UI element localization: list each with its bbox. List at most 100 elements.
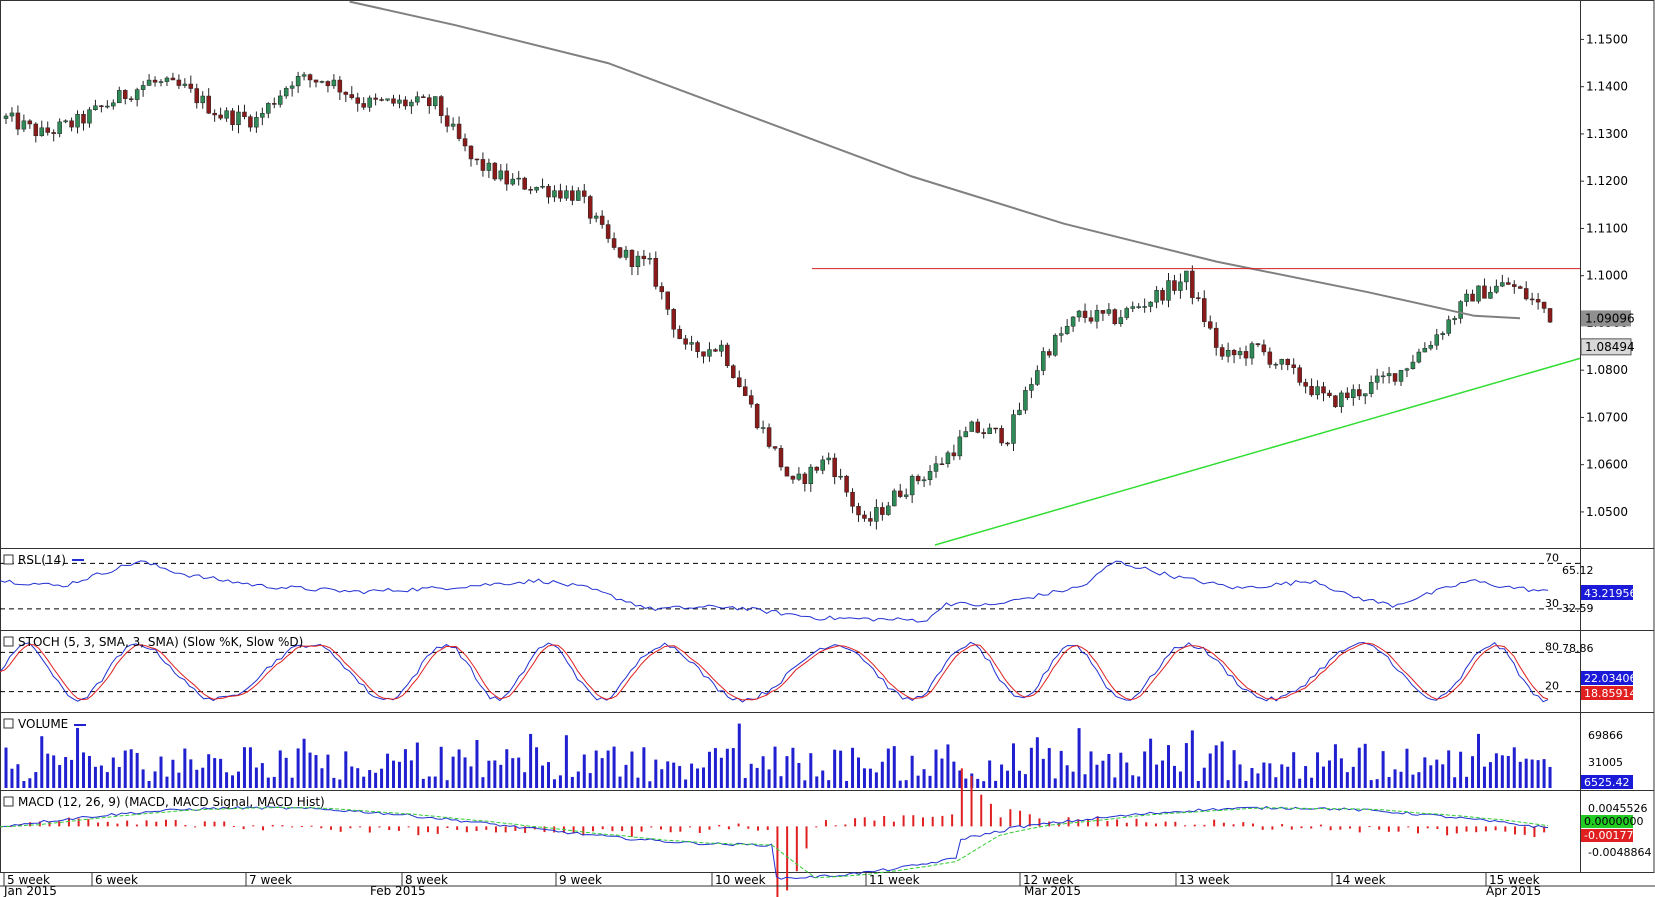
macd-hist-bar — [349, 826, 352, 829]
volume-bar — [1286, 766, 1290, 788]
macd-panel[interactable]: MACD (12, 26, 9) (MACD, MACD Signal, MAC… — [0, 768, 1651, 897]
bearish-candle-body — [1213, 327, 1219, 348]
bearish-candle-body — [188, 83, 194, 89]
candle — [975, 418, 980, 434]
volume-bar — [1095, 764, 1099, 788]
week-label: 9 week — [559, 873, 602, 887]
candle — [361, 97, 366, 110]
week-label: 5 week — [7, 873, 50, 887]
candle — [319, 80, 325, 84]
bullish-candle-body — [892, 490, 897, 507]
volume-bar — [606, 750, 610, 788]
candle — [212, 109, 217, 122]
macd-hist-bar — [1203, 824, 1206, 827]
stoch-title: STOCH (5, 3, SMA, 3, SMA) (Slow %K, Slow… — [18, 635, 303, 649]
volume-bar — [1220, 741, 1224, 788]
candle — [719, 340, 724, 357]
volume-bar — [743, 777, 747, 788]
macd-hist-bar — [77, 818, 80, 827]
macd-hist-bar — [582, 826, 585, 836]
bearish-candle-body — [862, 514, 867, 519]
macd-hist-bar — [659, 826, 662, 830]
volume-bar — [1131, 775, 1135, 788]
volume-bar — [660, 769, 664, 788]
volume-bar — [1178, 771, 1182, 788]
bearish-candle-body — [778, 448, 784, 468]
volume-bar — [529, 733, 533, 788]
bearish-candle-body — [391, 98, 396, 104]
bullish-candle-body — [957, 436, 963, 457]
volume-bar — [1161, 760, 1165, 788]
volume-bar — [356, 768, 360, 788]
macd-hist-bar — [329, 826, 332, 830]
bearish-candle-body — [1327, 392, 1332, 396]
volume-bar — [1459, 751, 1463, 788]
macd-hist-bar — [291, 826, 294, 828]
volume-bar — [994, 780, 998, 788]
candle — [933, 455, 939, 478]
candle — [880, 502, 885, 521]
macd-hist-bar — [1009, 809, 1012, 827]
volume-bar — [654, 759, 658, 788]
volume-bar — [1059, 750, 1063, 788]
stoch-d-box — [1581, 686, 1633, 700]
volume-panel[interactable]: VOLUME 69866 31005 6525.42 — [3, 717, 1633, 789]
bearish-candle-body — [1392, 373, 1398, 382]
price-tick-label: 1.0800 — [1586, 363, 1628, 377]
bullish-candle-body — [1023, 390, 1028, 411]
macd-hist-bar — [1164, 821, 1167, 827]
volume-bar — [517, 757, 521, 788]
bearish-candle-body — [695, 342, 700, 352]
bullish-candle-body — [886, 505, 891, 515]
candle — [1029, 377, 1034, 399]
volume-bar — [1524, 758, 1528, 788]
candle — [295, 71, 301, 93]
price-panel[interactable] — [3, 0, 1581, 546]
price-tick-label: 1.1300 — [1586, 127, 1628, 141]
bullish-candle-body — [623, 249, 629, 258]
rsi-panel[interactable]: 70 30 RSI (14) 65.12 43.21956 32.59 — [0, 551, 1637, 623]
stoch-toggle — [3, 636, 14, 647]
bullish-candle-body — [516, 177, 521, 180]
macd-hist-bar — [1290, 826, 1293, 830]
candle — [134, 87, 140, 107]
candle — [814, 466, 820, 474]
macd-hist-bar — [1193, 824, 1196, 827]
bullish-candle-body — [1351, 389, 1356, 399]
volume-bar — [582, 754, 586, 788]
volume-bar — [1107, 753, 1111, 788]
volume-bar — [153, 771, 157, 788]
bearish-candle-body — [731, 365, 736, 378]
price-tick-label: 1.1000 — [1586, 269, 1628, 283]
volume-bar — [594, 750, 598, 788]
stoch-level-label: 80 — [1545, 640, 1559, 653]
candle — [397, 94, 402, 109]
macd-hist-bar — [1543, 826, 1546, 833]
bearish-candle-body — [45, 127, 50, 133]
volume-bar — [1053, 778, 1057, 788]
candle — [337, 76, 343, 100]
bearish-candle-body — [713, 349, 718, 352]
volume-bar — [1447, 750, 1451, 788]
volume-bar — [1167, 745, 1170, 788]
macd-value-label: -0.0017756 — [1584, 829, 1647, 842]
macd-hist-bar — [1504, 826, 1507, 832]
candle — [1166, 272, 1171, 308]
macd-hist-bar — [524, 826, 527, 833]
rsi-level-label: 70 — [1545, 551, 1559, 564]
stochastic-panel[interactable]: 80 20 STOCH (5, 3, SMA, 3, SMA) (Slow %K, … — [0, 635, 1637, 703]
volume-bar — [237, 771, 240, 788]
volume-bar — [1017, 770, 1021, 788]
candle — [760, 420, 766, 434]
volume-bar — [1023, 774, 1027, 788]
macd-hist-bar — [368, 826, 371, 833]
macd-hist-bar — [339, 826, 342, 832]
volume-bar — [99, 765, 103, 788]
bullish-candle-body — [200, 95, 205, 104]
macd-hist-bar — [67, 817, 70, 827]
bullish-candle-body — [945, 452, 951, 465]
volume-title: VOLUME — [18, 717, 68, 731]
volume-bar — [1500, 755, 1504, 788]
volume-value-box — [1581, 775, 1633, 789]
